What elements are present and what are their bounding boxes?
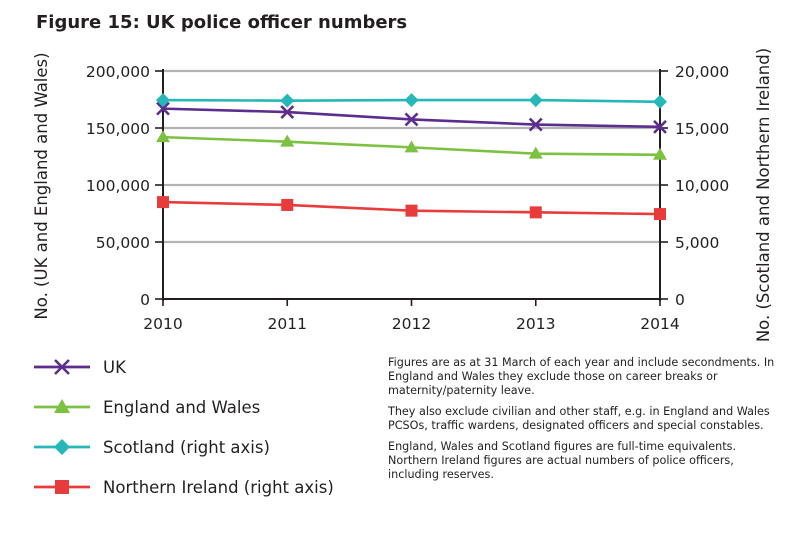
marker-stroke	[54, 359, 70, 375]
data-point-uk	[156, 101, 170, 116]
marker-stroke	[156, 101, 170, 116]
legend-marker	[54, 439, 70, 455]
y-axis-label-right: No. (Scotland and Northern Ireland)	[754, 48, 773, 342]
legend-item: England and Wales	[34, 398, 260, 417]
data-point-scotland-right-axis	[280, 93, 295, 108]
series-northern-ireland-right-axis	[157, 196, 666, 221]
left-tick-label: 50,000	[96, 234, 150, 252]
marker-stroke	[280, 105, 295, 119]
data-point-scotland-right-axis	[156, 93, 170, 108]
axes: 0 0 50,000 5,000 100,000 10,000 150,000 15,000 2…	[32, 48, 773, 342]
x-tick-label: 2012	[392, 315, 431, 333]
data-point-northern-ireland-right-axis	[405, 204, 418, 217]
series-england-and-wales	[156, 130, 667, 160]
x-tick-label: 2013	[516, 315, 555, 333]
data-point-england-and-wales	[528, 146, 543, 159]
x-tick-label: 2014	[640, 315, 679, 333]
right-tick-label: 0	[675, 291, 685, 309]
series-scotland-right-axis	[156, 93, 667, 109]
data-point-uk	[528, 117, 543, 132]
series-group	[156, 93, 667, 221]
data-point-northern-ireland-right-axis	[529, 206, 542, 219]
data-point-uk	[653, 119, 667, 134]
data-point-england-and-wales	[653, 147, 667, 160]
note-1: Figures are as at 31 March of each year …	[388, 356, 775, 397]
legend-label: England and Wales	[103, 398, 260, 417]
marker-stroke	[404, 112, 419, 127]
chart-title: Figure 15: UK police officer numbers	[36, 12, 408, 33]
right-tick-label: 5,000	[675, 234, 719, 252]
legend-item: Northern Ireland (right axis)	[34, 478, 334, 497]
series-uk	[156, 101, 667, 134]
legend-label: UK	[103, 358, 127, 377]
left-tick-label: 100,000	[86, 177, 150, 195]
left-tick-label: 150,000	[86, 120, 150, 138]
legend-marker	[54, 359, 70, 375]
legend-label: Northern Ireland (right axis)	[103, 478, 334, 497]
data-point-scotland-right-axis	[404, 93, 419, 108]
data-point-northern-ireland-right-axis	[157, 196, 169, 209]
legend: UK England and Wales Scotland (right axis)…	[34, 358, 334, 497]
note-3: England, Wales and Scotland figures are …	[388, 440, 737, 481]
data-point-scotland-right-axis	[528, 93, 543, 108]
x-tick-label: 2011	[268, 315, 307, 333]
right-tick-label: 20,000	[675, 63, 729, 81]
right-tick-label: 10,000	[675, 177, 729, 195]
data-point-uk	[404, 112, 419, 127]
legend-marker	[54, 399, 70, 413]
data-point-scotland-right-axis	[653, 94, 667, 109]
data-point-northern-ireland-right-axis	[654, 208, 666, 221]
right-tick-label: 15,000	[675, 120, 729, 138]
x-tick-label: 2010	[143, 315, 182, 333]
legend-item: UK	[34, 358, 127, 377]
data-point-england-and-wales	[404, 140, 419, 153]
left-tick-label: 0	[140, 291, 150, 309]
marker-stroke	[528, 117, 543, 132]
data-point-england-and-wales	[156, 130, 170, 143]
legend-label: Scotland (right axis)	[103, 438, 270, 457]
chart-notes: Figures are as at 31 March of each year …	[388, 356, 780, 489]
data-point-uk	[280, 105, 295, 119]
note-2: They also exclude civilian and other sta…	[388, 405, 770, 432]
y-axis-label-left: No. (UK and England and Wales)	[32, 52, 51, 319]
marker-stroke	[653, 119, 667, 134]
gridlines	[163, 69, 660, 244]
legend-item: Scotland (right axis)	[34, 438, 270, 457]
data-point-northern-ireland-right-axis	[281, 198, 294, 211]
legend-marker	[55, 480, 69, 494]
left-tick-label: 200,000	[86, 63, 150, 81]
data-point-england-and-wales	[280, 134, 295, 147]
